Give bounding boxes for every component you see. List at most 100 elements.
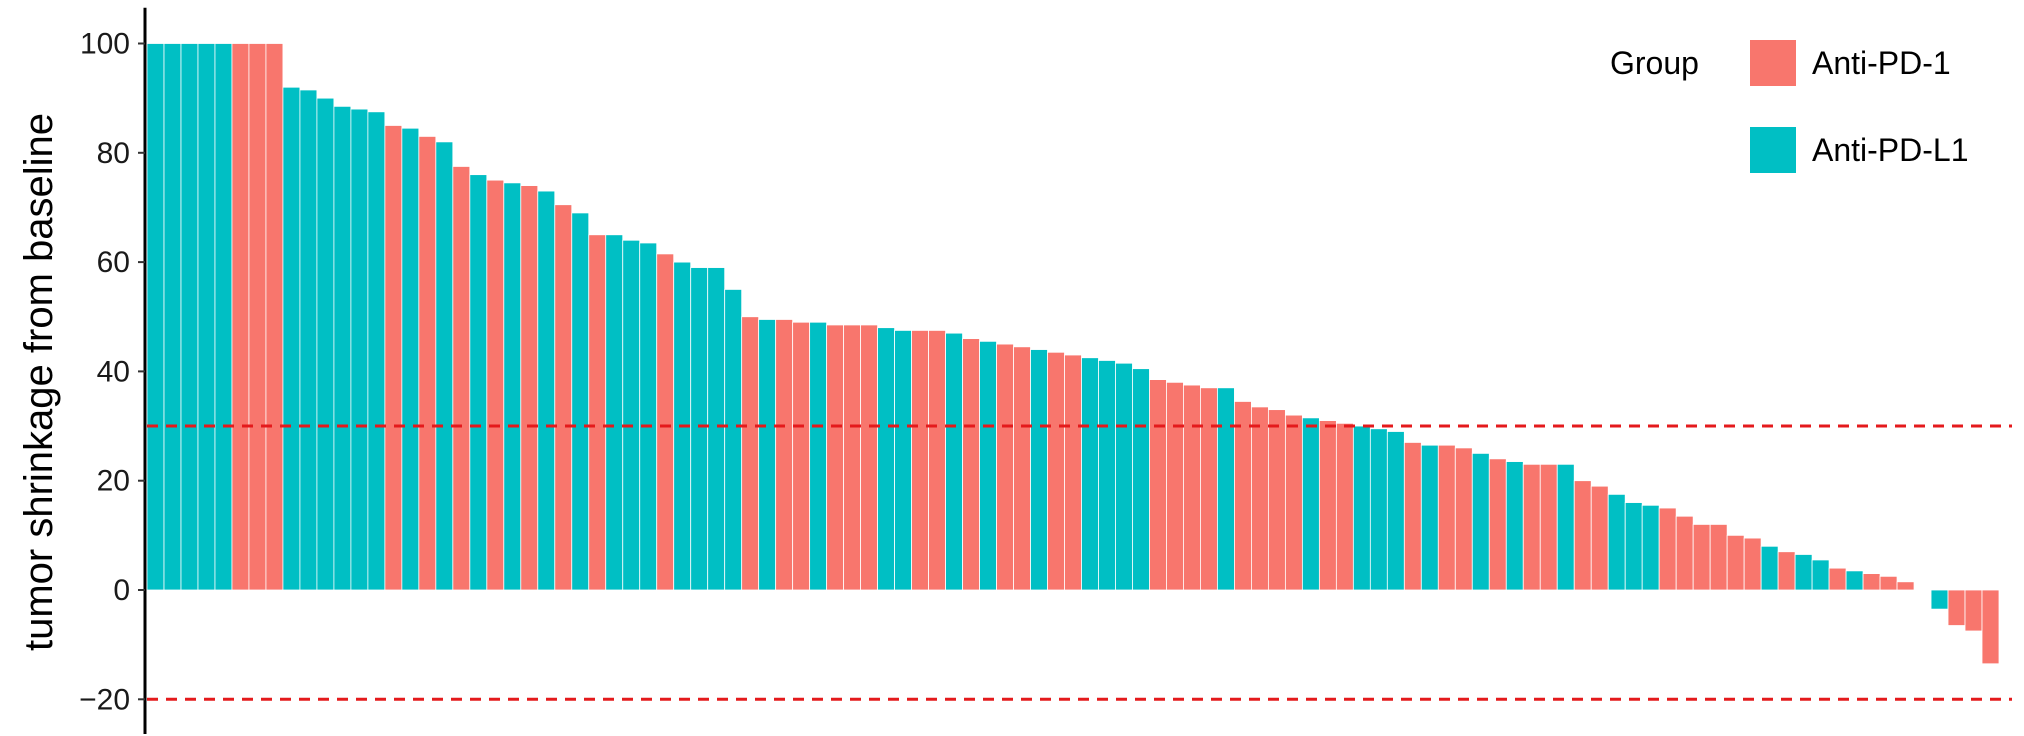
bar	[1930, 589, 1949, 610]
bar	[1981, 589, 2000, 665]
bar	[1556, 463, 1575, 591]
bar	[1132, 368, 1150, 591]
y-tick-label: 0	[113, 574, 130, 607]
bar	[554, 204, 573, 591]
y-tick-label: −20	[79, 683, 130, 716]
bar	[1726, 534, 1745, 591]
bar	[1420, 444, 1439, 591]
bar	[1047, 351, 1065, 591]
bar	[1879, 575, 1898, 591]
bar	[707, 267, 726, 591]
bar	[1115, 362, 1133, 591]
y-axis: 100 80 60 40 20 0 −20	[79, 7, 147, 734]
bar	[979, 340, 997, 591]
legend: Group Anti-PD-1 Anti-PD-L1	[1610, 40, 1969, 173]
bar	[1200, 387, 1218, 591]
bar	[1743, 537, 1762, 591]
bar	[724, 289, 743, 591]
bar	[1030, 349, 1048, 591]
bar	[452, 166, 471, 591]
bar	[1064, 354, 1082, 591]
bar	[877, 327, 895, 591]
bar	[1522, 463, 1541, 591]
bar	[1301, 417, 1320, 591]
bar	[384, 125, 403, 591]
reference-lines	[147, 424, 2012, 701]
bar	[1896, 581, 1915, 591]
bar	[299, 89, 318, 591]
bar	[741, 316, 760, 591]
bar	[1149, 379, 1167, 591]
bar	[265, 43, 284, 591]
bar	[1335, 422, 1354, 591]
bar	[758, 319, 777, 591]
bar	[1403, 442, 1422, 591]
bar	[197, 43, 216, 591]
bar	[520, 185, 539, 591]
bar	[435, 141, 454, 591]
bar	[1624, 502, 1643, 591]
bar	[1539, 463, 1558, 591]
bar	[1658, 507, 1677, 591]
bar	[690, 267, 709, 591]
y-tick-label: 20	[97, 465, 130, 498]
legend-swatch	[1750, 40, 1796, 86]
bar	[1352, 425, 1371, 591]
bar	[1013, 346, 1031, 591]
bar	[1386, 431, 1405, 591]
bar	[1267, 409, 1286, 591]
bar	[469, 174, 488, 591]
y-tick-label: 40	[97, 355, 130, 388]
bar	[622, 239, 641, 591]
bar	[163, 43, 182, 591]
bar	[1641, 504, 1660, 591]
bar	[1217, 387, 1235, 591]
bar	[1675, 515, 1694, 591]
bar	[809, 321, 828, 591]
bar	[1488, 458, 1507, 591]
bar	[367, 111, 386, 591]
bar	[1845, 570, 1864, 591]
bar	[1709, 524, 1728, 591]
bar	[1369, 428, 1388, 591]
bar	[1505, 461, 1524, 591]
bar	[1573, 480, 1592, 591]
bar	[214, 43, 233, 591]
bar	[1251, 406, 1269, 591]
bar	[1284, 414, 1303, 591]
bar	[1166, 381, 1184, 591]
bar	[350, 108, 369, 591]
y-tick-label: 60	[97, 246, 130, 279]
bar	[537, 190, 556, 591]
bar	[401, 127, 420, 591]
y-tick-label: 100	[80, 28, 130, 61]
bar	[503, 182, 522, 591]
bar	[282, 86, 301, 591]
bar	[1692, 524, 1711, 591]
bar	[1098, 360, 1116, 591]
bar	[1760, 545, 1779, 591]
legend-swatch	[1750, 127, 1796, 173]
bar	[1777, 551, 1796, 591]
bar	[1862, 573, 1881, 591]
y-axis-title: tumor shrinkage from baseline	[17, 113, 61, 651]
bar	[1183, 384, 1201, 591]
bar	[333, 105, 352, 591]
bar	[1081, 357, 1099, 591]
bar	[775, 319, 794, 591]
bar	[418, 136, 437, 591]
bar	[639, 242, 658, 591]
bar	[146, 43, 165, 591]
bars-layer	[146, 43, 2000, 665]
bar	[180, 43, 199, 591]
legend-label: Anti-PD-1	[1812, 45, 1951, 81]
bar	[911, 330, 929, 591]
bar	[1794, 554, 1813, 591]
bar	[231, 43, 250, 591]
bar	[962, 338, 980, 591]
bar	[1828, 567, 1847, 591]
legend-title: Group	[1610, 45, 1699, 81]
y-tick-label: 80	[97, 137, 130, 170]
legend-label: Anti-PD-L1	[1812, 132, 1969, 168]
bar	[1590, 485, 1609, 591]
